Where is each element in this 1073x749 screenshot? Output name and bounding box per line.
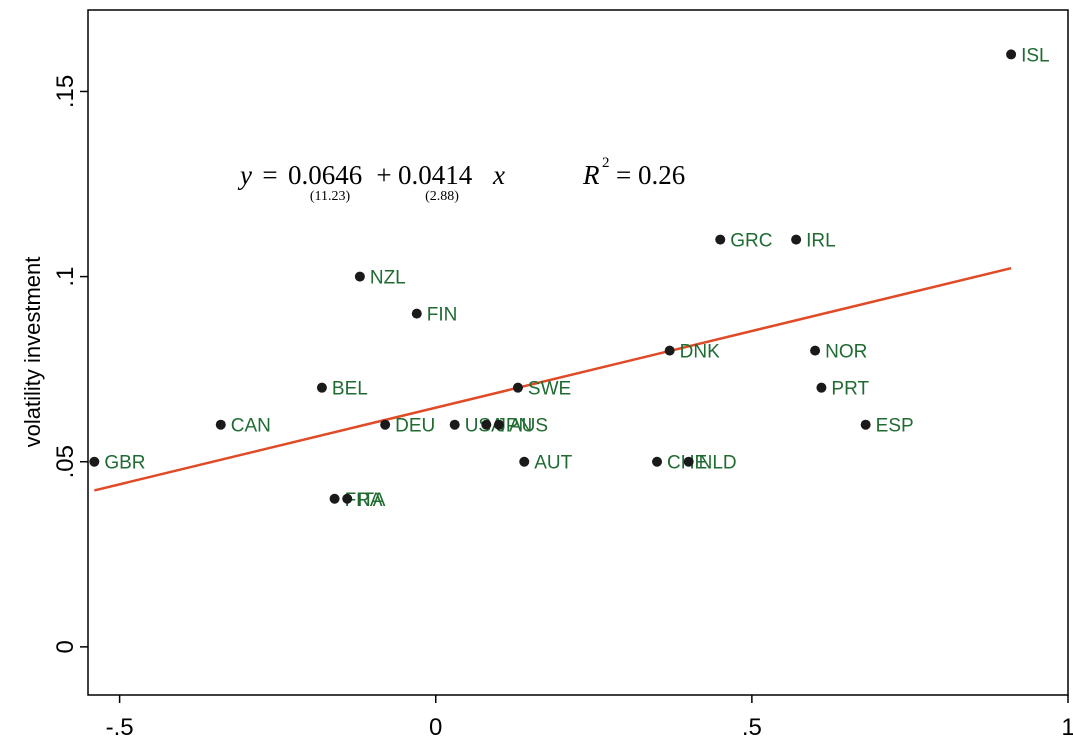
equation-x-var: x (492, 160, 505, 190)
point-label: AUS (509, 416, 548, 437)
point-marker (481, 419, 492, 430)
point-marker (860, 419, 871, 430)
point-label: NZL (370, 268, 406, 289)
point-marker (664, 345, 675, 356)
points-layer: ISLGRCIRLNZLFINDNKNORBELSWEPRTCANDEUUSAJ… (89, 45, 1050, 511)
y-axis-title: volatility investment (20, 257, 45, 448)
equation-slope: 0.0414 (398, 160, 473, 190)
point-marker (329, 493, 340, 504)
y-tick-label: 0 (52, 640, 79, 653)
point-label: GRC (730, 231, 772, 252)
x-tick-label: 1 (1061, 714, 1073, 741)
data-point-fra: FRA (329, 490, 383, 511)
plot-frame (87, 9, 1069, 696)
fit-layer (94, 266, 1012, 492)
equation-intercept: 0.0646 (288, 160, 362, 190)
point-marker (411, 308, 422, 319)
data-point-gbr: GBR (89, 453, 146, 474)
data-point-grc: GRC (715, 231, 772, 252)
data-point-dnk: DNK (664, 342, 720, 363)
point-marker (715, 234, 726, 245)
point-marker (683, 456, 694, 467)
point-label: FRA (345, 490, 383, 511)
equation-equals: = (262, 160, 277, 190)
slope-t-stat: (2.88) (425, 189, 459, 204)
axis-ticks: -.5 0 .5 1 0 .05 .1 .15 (52, 75, 1073, 741)
point-marker (652, 456, 663, 467)
y-tick-label: .15 (52, 75, 79, 108)
data-point-fin: FIN (411, 305, 458, 326)
point-marker (380, 419, 391, 430)
point-label: DEU (395, 416, 435, 437)
data-point-jpn: JPN (481, 416, 532, 437)
point-label: DNK (680, 342, 720, 363)
point-marker (354, 271, 365, 282)
point-marker (519, 456, 530, 467)
point-label: NLD (699, 453, 737, 474)
point-label: SWE (528, 379, 571, 400)
point-marker (316, 382, 327, 393)
point-marker (342, 493, 353, 504)
point-marker (215, 419, 226, 430)
data-point-nld: NLD (683, 453, 737, 474)
data-point-deu: DEU (380, 416, 435, 437)
point-label: IRL (806, 231, 836, 252)
data-point-can: CAN (215, 416, 271, 437)
point-marker (449, 419, 460, 430)
data-point-esp: ESP (860, 416, 914, 437)
point-label: NOR (825, 342, 867, 363)
intercept-t-stat: (11.23) (310, 189, 351, 204)
x-tick-label: -.5 (106, 714, 134, 741)
point-marker (816, 382, 827, 393)
data-point-bel: BEL (316, 379, 368, 400)
data-point-isl: ISL (1006, 45, 1050, 66)
point-label: FIN (427, 305, 458, 326)
r-squared-symbol: R (582, 160, 600, 190)
data-point-nor: NOR (810, 342, 867, 363)
point-marker (512, 382, 523, 393)
fit-line (94, 266, 1012, 492)
point-label: PRT (831, 379, 869, 400)
point-label: ITA (357, 490, 385, 511)
equation-lhs: y (237, 160, 252, 190)
point-label: JPN (496, 416, 532, 437)
point-label: BEL (332, 379, 368, 400)
x-tick-label: .5 (742, 714, 762, 741)
data-point-swe: SWE (512, 379, 571, 400)
point-label: GBR (104, 453, 145, 474)
r-squared-exponent: 2 (602, 155, 610, 171)
y-tick-label: .05 (52, 445, 79, 478)
point-label: ESP (876, 416, 914, 437)
data-point-prt: PRT (816, 379, 869, 400)
point-marker (1006, 49, 1017, 60)
data-point-irl: IRL (791, 231, 836, 252)
data-point-aus: AUS (493, 416, 548, 437)
regression-equation: y = 0.0646 + 0.0414 x (11.23) (2.88) R 2… (237, 155, 685, 204)
point-label: AUT (534, 453, 572, 474)
point-marker (810, 345, 821, 356)
point-label: ISL (1021, 45, 1050, 66)
data-point-ita: ITA (342, 490, 386, 511)
point-marker (493, 419, 504, 430)
equation-plus: + (376, 160, 391, 190)
y-tick-label: .1 (52, 267, 79, 287)
x-tick-label: 0 (429, 714, 442, 741)
point-label: CAN (231, 416, 271, 437)
point-marker (89, 456, 100, 467)
data-point-aut: AUT (519, 453, 573, 474)
data-point-nzl: NZL (354, 268, 406, 289)
r-squared-value: = 0.26 (616, 160, 685, 190)
point-marker (791, 234, 802, 245)
